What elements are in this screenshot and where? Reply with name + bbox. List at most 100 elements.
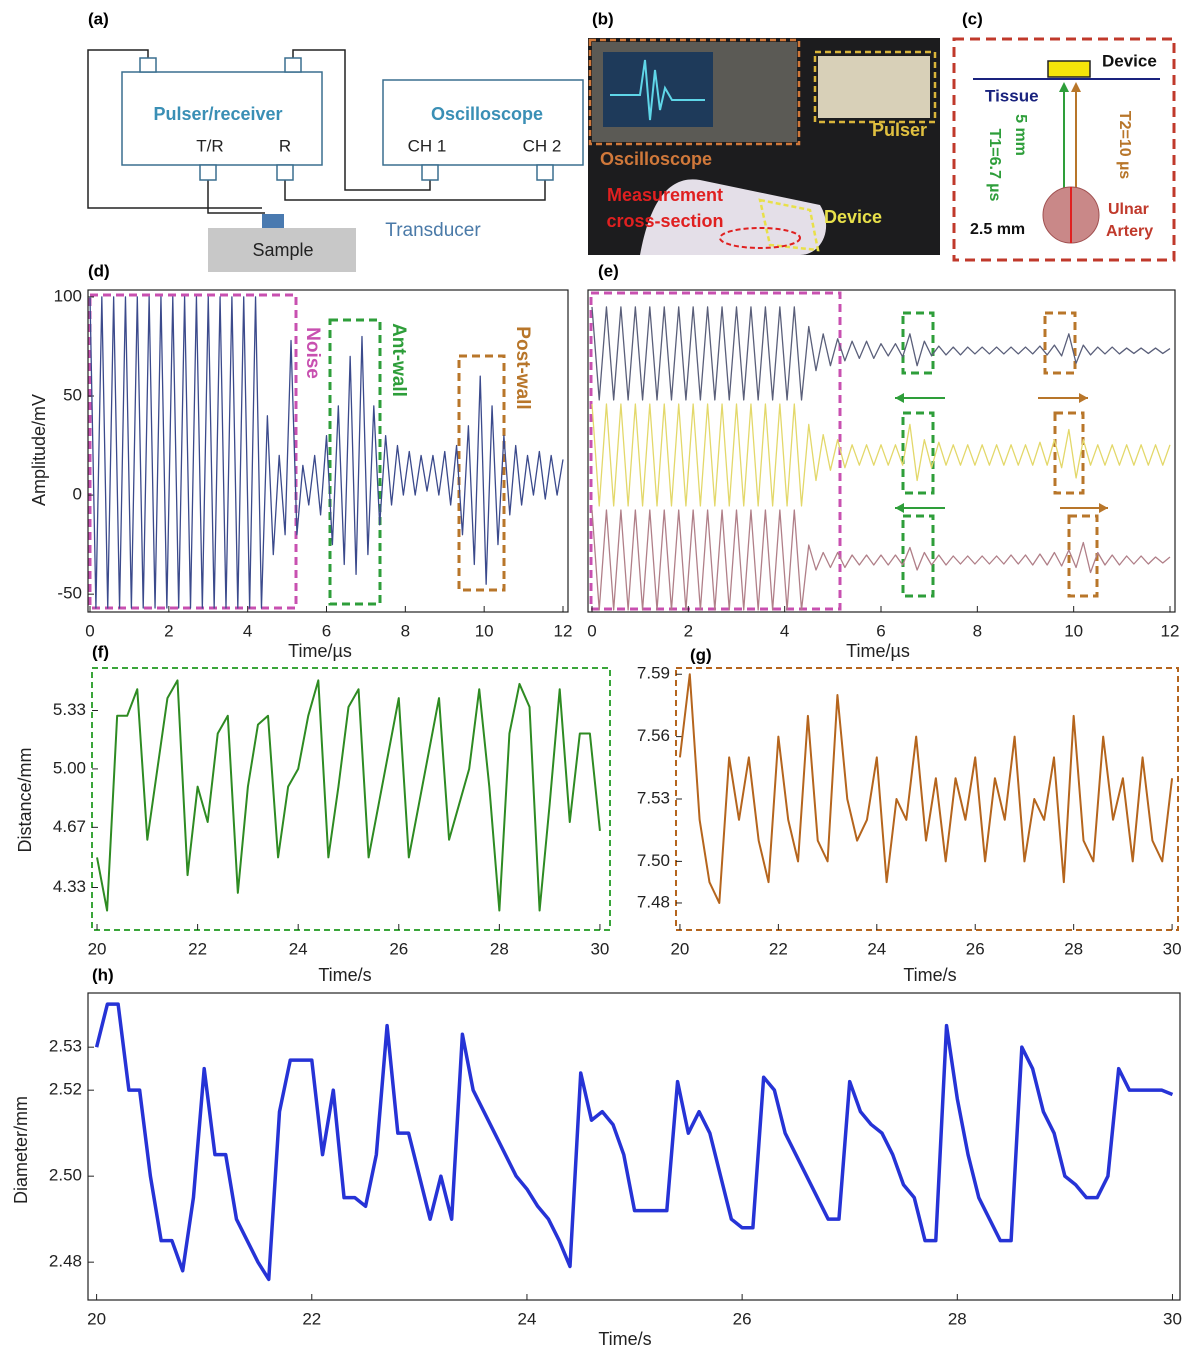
y-tick-label: 0	[73, 485, 82, 504]
component-label: Sample	[252, 240, 313, 260]
data-line	[592, 307, 1170, 400]
diagram-a	[88, 50, 583, 272]
x-axis-label: Time/s	[598, 1329, 651, 1349]
y-tick-label: 7.59	[637, 664, 670, 683]
x-tick-label: 28	[948, 1309, 967, 1328]
x-tick-label: 30	[590, 939, 609, 958]
echo-box	[1069, 516, 1097, 596]
y-axis-label: Diameter/mm	[11, 1096, 31, 1204]
y-tick-label: 2.50	[49, 1166, 82, 1185]
y-tick-label: 2.53	[49, 1037, 82, 1056]
arrow-head	[1059, 82, 1069, 92]
x-tick-label: 8	[401, 621, 410, 640]
y-tick-label: 7.53	[637, 788, 670, 807]
x-tick-label: 4	[243, 621, 252, 640]
x-tick-label: 12	[554, 621, 573, 640]
annotation: Ant-wall	[388, 323, 409, 397]
x-tick-label: 12	[1161, 621, 1180, 640]
connector	[537, 165, 553, 180]
x-tick-label: 8	[973, 621, 982, 640]
plot-frame	[92, 668, 610, 930]
x-tick-label: 0	[587, 621, 596, 640]
connector	[200, 165, 216, 180]
data-line	[90, 297, 563, 608]
y-tick-label: 50	[63, 385, 82, 404]
y-tick-label: 7.56	[637, 726, 670, 745]
y-axis-label: Amplitude/mV	[29, 394, 49, 506]
photo-label: cross-section	[606, 211, 723, 231]
y-axis-label: Distance/mm	[15, 747, 35, 852]
y-tick-label: 4.33	[53, 877, 86, 896]
y-tick-label: 7.50	[637, 851, 670, 870]
x-tick-label: 6	[322, 621, 331, 640]
schematic-label: T2=10 µs	[1116, 111, 1133, 179]
panel-label: (h)	[92, 965, 114, 984]
x-tick-label: 26	[389, 939, 408, 958]
arrow-head	[1099, 503, 1108, 513]
x-tick-label: 20	[88, 939, 107, 958]
echo-box	[903, 516, 933, 596]
x-axis-label: Time/µs	[288, 641, 352, 661]
arrow-head	[895, 503, 904, 513]
x-tick-label: 10	[475, 621, 494, 640]
x-tick-label: 28	[1064, 939, 1083, 958]
photo-label: Measurement	[607, 185, 723, 205]
x-tick-label: 0	[85, 621, 94, 640]
panel-label: (a)	[88, 9, 109, 28]
wire	[293, 50, 430, 190]
port-label: CH 2	[523, 136, 562, 155]
x-tick-label: 22	[302, 1309, 321, 1328]
box-label: Pulser/receiver	[153, 104, 282, 124]
port-label: CH 1	[408, 136, 447, 155]
device-block	[1048, 61, 1090, 77]
schematic-label: Device	[1102, 51, 1157, 70]
connector	[285, 58, 301, 72]
arrow-head	[1071, 82, 1081, 92]
schematic-label: Tissue	[985, 86, 1039, 105]
x-tick-label: 2	[684, 621, 693, 640]
box-label: Oscilloscope	[431, 104, 543, 124]
schematic-label: Artery	[1106, 223, 1153, 240]
panel-label: (e)	[598, 261, 619, 280]
x-tick-label: 24	[517, 1309, 536, 1328]
component-label: Transducer	[385, 220, 481, 241]
y-tick-label: 2.48	[49, 1252, 82, 1271]
ant-wall-box	[330, 320, 380, 604]
x-tick-label: 2	[164, 621, 173, 640]
x-axis-label: Time/µs	[846, 641, 910, 661]
x-tick-label: 22	[188, 939, 207, 958]
direction-arrows	[895, 393, 1108, 513]
connector	[422, 165, 438, 180]
panel-label: (b)	[592, 9, 614, 28]
y-tick-label: 2.52	[49, 1080, 82, 1099]
x-tick-label: 28	[490, 939, 509, 958]
data-line	[97, 680, 600, 910]
transducer-block	[262, 214, 284, 228]
x-tick-label: 26	[966, 939, 985, 958]
y-tick-label: -50	[57, 584, 82, 603]
pulser-body	[818, 56, 930, 118]
data-line	[680, 674, 1172, 903]
panel-label: (d)	[88, 261, 110, 280]
schematic-label: 2.5 mm	[970, 221, 1025, 238]
connector	[140, 58, 156, 72]
panel-label: (f)	[92, 642, 109, 661]
x-tick-label: 30	[1163, 939, 1182, 958]
y-tick-label: 100	[54, 286, 82, 305]
wire	[88, 50, 262, 208]
y-tick-label: 7.48	[637, 892, 670, 911]
x-tick-label: 4	[780, 621, 789, 640]
port-label: R	[279, 136, 291, 155]
x-tick-label: 30	[1163, 1309, 1182, 1328]
annotation: Noise	[302, 327, 323, 379]
arrow-head	[895, 393, 904, 403]
noise-box	[591, 293, 840, 609]
x-tick-label: 24	[867, 939, 886, 958]
x-axis-label: Time/s	[318, 965, 371, 985]
data-line	[97, 1004, 1173, 1279]
x-tick-label: 6	[876, 621, 885, 640]
port-label: T/R	[196, 136, 223, 155]
x-tick-label: 22	[769, 939, 788, 958]
arrow-head	[1079, 393, 1088, 403]
x-tick-label: 10	[1064, 621, 1083, 640]
